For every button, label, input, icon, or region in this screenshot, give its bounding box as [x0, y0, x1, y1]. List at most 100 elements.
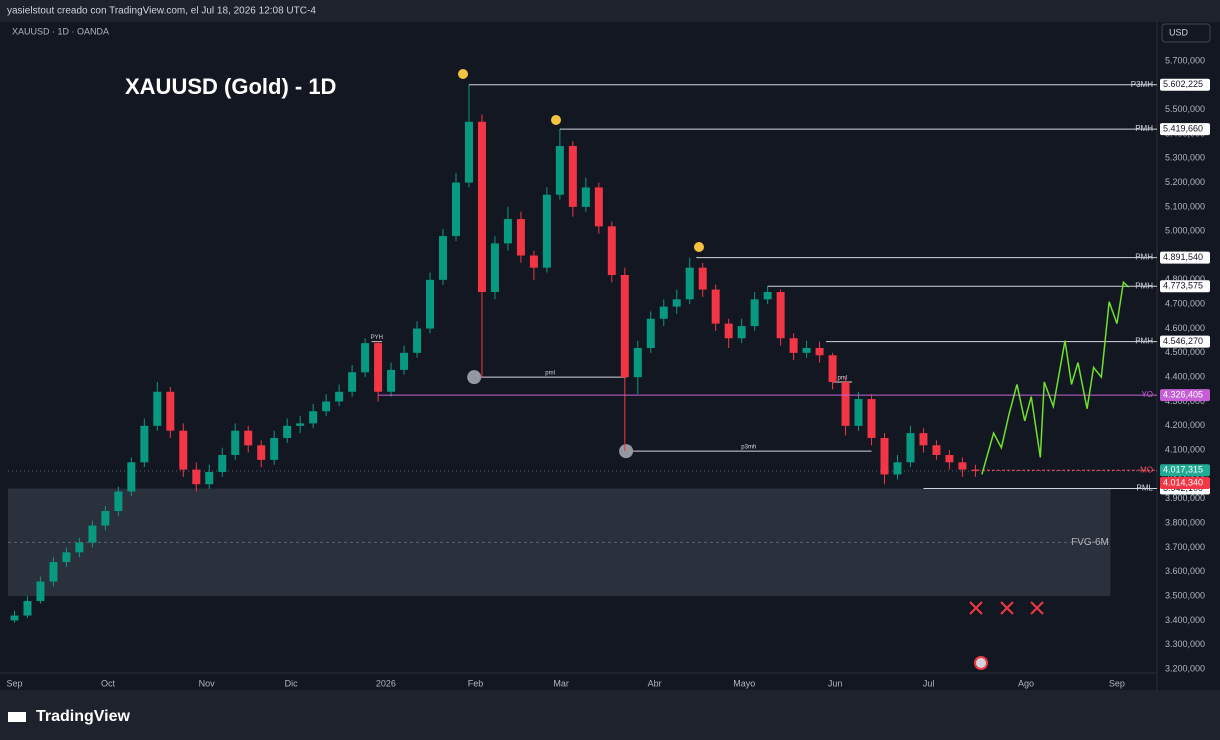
candle-body — [439, 236, 448, 280]
candle-body — [542, 194, 551, 268]
x-tick-label: Sep — [1109, 678, 1125, 688]
candle-body — [919, 433, 928, 446]
candle-body — [672, 299, 681, 307]
x-tick-label: Dic — [285, 678, 298, 688]
projection-path — [981, 280, 1130, 475]
candle-body — [477, 121, 486, 293]
logo[interactable]: TradingView — [36, 708, 131, 725]
candle-body — [620, 274, 629, 378]
candle-body — [568, 146, 577, 207]
level-value: 4.773,575 — [1163, 281, 1203, 291]
x-tick-label: Oct — [101, 678, 116, 688]
anchor-dot — [619, 444, 634, 459]
candle-body — [958, 462, 967, 470]
level-label: PMH — [1135, 124, 1153, 133]
candle-body — [529, 255, 538, 268]
level-label: P3MH — [1131, 80, 1153, 89]
candle-body — [516, 219, 525, 256]
level-value: 4.546,270 — [1163, 336, 1203, 346]
candle-body — [971, 469, 980, 471]
y-tick-label: 5.200,000 — [1165, 177, 1205, 187]
level-box — [1160, 123, 1210, 136]
event-flag[interactable] — [974, 656, 988, 670]
y-tick-label: 5.700,000 — [1165, 55, 1205, 65]
logo-icon — [8, 712, 26, 722]
candle-body — [127, 462, 136, 492]
candle-body — [737, 326, 746, 339]
y-tick-label: 4.600,000 — [1165, 323, 1205, 333]
currency[interactable]: USD — [1169, 27, 1189, 37]
last-price-box — [1160, 476, 1210, 489]
x-tick-label: Nov — [199, 678, 216, 688]
y-tick-label: 4.100,000 — [1165, 445, 1205, 455]
candle-body — [231, 430, 240, 456]
bulb-icon — [551, 115, 561, 125]
level-box — [1160, 335, 1210, 348]
candle-body — [335, 391, 344, 402]
candle-body — [555, 146, 564, 195]
candle-body — [101, 510, 110, 526]
candle-body — [23, 600, 32, 616]
candle-body — [711, 289, 720, 324]
x-markers — [969, 601, 1044, 615]
zone-label: FVG-6M — [1071, 537, 1109, 548]
level-value: 5.602,225 — [1163, 79, 1203, 89]
y-tick-label: 5.500,000 — [1165, 104, 1205, 114]
candle-body — [932, 445, 941, 456]
level-value: 4.017,315 — [1163, 465, 1203, 475]
candle-body — [218, 455, 227, 473]
candle-body — [451, 182, 460, 237]
currency-box[interactable] — [1161, 23, 1211, 43]
candle-body — [503, 219, 512, 244]
level-label: PMH — [1135, 281, 1153, 290]
x-tick-label: Feb — [468, 678, 484, 688]
anchor-dot — [467, 370, 482, 385]
candle-body — [945, 455, 954, 463]
x-tick-label: Ago — [1018, 678, 1034, 688]
y-tick-label: 3.500,000 — [1165, 590, 1205, 600]
candle-body — [10, 615, 19, 621]
candle-body — [633, 347, 642, 378]
y-tick-label: 3.300,000 — [1165, 639, 1205, 649]
y-tick-label: 5.000,000 — [1165, 226, 1205, 236]
candle-body — [179, 430, 188, 470]
level-value: 4.326,405 — [1163, 389, 1203, 399]
candle-body — [750, 299, 759, 327]
candle-body — [283, 425, 292, 438]
y-tick-label: 4.800,000 — [1165, 274, 1205, 284]
candle-body — [724, 323, 733, 339]
x-tick-label: 2026 — [376, 678, 396, 688]
candle-body — [244, 430, 253, 446]
candle-body — [192, 469, 201, 485]
y-tick-label: 4.400,000 — [1165, 372, 1205, 382]
candle-body — [36, 581, 45, 601]
level-label: MO — [1140, 465, 1153, 474]
level-value: 5.419,660 — [1163, 123, 1203, 133]
candle-body — [361, 343, 370, 373]
y-tick-label: 3.600,000 — [1165, 566, 1205, 576]
candle-body — [348, 372, 357, 392]
level-label: PMH — [1135, 253, 1153, 262]
candle-body — [659, 306, 668, 319]
y-tick-label: 3.800,000 — [1165, 517, 1205, 527]
candle-body — [594, 187, 603, 227]
candle-body — [309, 411, 318, 424]
candle-body — [646, 318, 655, 348]
candle-body — [685, 267, 694, 300]
candle-body — [828, 355, 837, 383]
bulb-icon — [694, 242, 704, 252]
ref-label: PYH — [371, 335, 383, 341]
level-box — [1160, 280, 1210, 293]
candle-body — [140, 425, 149, 463]
last-price-label: 4.014,340 — [1163, 477, 1203, 487]
level-box — [1160, 251, 1210, 264]
candle-body — [490, 243, 499, 293]
candle-body — [205, 472, 214, 485]
candle-body — [114, 491, 123, 511]
x-tick-label: Jul — [923, 678, 935, 688]
candle-body — [270, 437, 279, 460]
plot: FVG-6M 3.200,000 3.300,000 3.400,000 3.500,0… — [6, 55, 1210, 688]
y-tick-label: 3.900,000 — [1165, 493, 1205, 503]
